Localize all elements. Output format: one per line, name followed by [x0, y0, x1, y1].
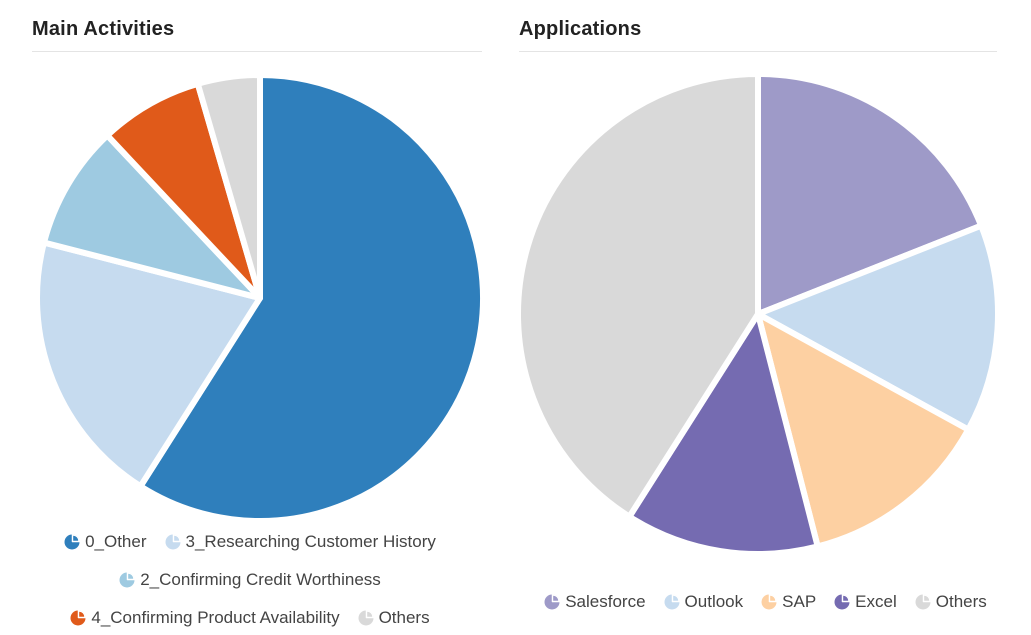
pie-chart-icon [664, 594, 680, 610]
legend-label: Others [935, 592, 987, 611]
legend-label: 2_Confirming Credit Worthiness [140, 570, 381, 589]
legend-item-excel[interactable]: Excel [834, 591, 897, 613]
title-divider [519, 51, 997, 52]
legend-label: 0_Other [85, 532, 147, 551]
pie-slice-others[interactable] [194, 72, 263, 301]
title-divider [32, 51, 482, 52]
main-activities-legend: 0_Other 3_Researching Customer History 2_C… [10, 531, 490, 629]
legend-item-sap[interactable]: SAP [761, 591, 816, 613]
legend-label: 3_Researching Customer History [185, 532, 436, 551]
legend-label: Excel [855, 592, 897, 611]
legend-item-salesforce[interactable]: Salesforce [544, 591, 646, 613]
legend-item-outlook[interactable]: Outlook [664, 591, 744, 613]
pie-slice-excel[interactable] [626, 311, 821, 557]
legend-label: Salesforce [565, 592, 646, 611]
pie-chart-icon [70, 610, 87, 626]
applications-pie [515, 71, 1001, 557]
legend-item-others[interactable]: Others [358, 607, 430, 629]
legend-item-3-researching-customer-history[interactable]: 3_Researching Customer History [165, 531, 436, 553]
pie-slice-2-confirming-credit-worthiness[interactable] [41, 132, 263, 301]
pie-slice-3-researching-customer-history[interactable] [34, 239, 263, 490]
pie-chart-icon [834, 594, 850, 610]
pie-chart-icon [119, 572, 135, 588]
legend-item-0-other[interactable]: 0_Other [64, 531, 147, 553]
legend-item-2-confirming-credit-worthiness[interactable]: 2_Confirming Credit Worthiness [119, 569, 381, 591]
pie-chart-icon [358, 610, 374, 626]
legend-item-4-confirming-product-availability[interactable]: 4_Confirming Product Availability [70, 607, 340, 629]
pie-slice-0-other[interactable] [137, 72, 486, 524]
main-activities-pie [34, 72, 486, 524]
applications-legend: Salesforce Outlook SAP Excel Others [510, 591, 1021, 613]
pie-slice-sap[interactable] [755, 311, 972, 550]
legend-label: Outlook [684, 592, 744, 611]
pie-chart-icon [761, 594, 777, 610]
pie-chart-icon [165, 534, 181, 550]
applications-title: Applications [519, 18, 642, 40]
legend-item-others[interactable]: Others [915, 591, 987, 613]
applications-panel: Applications Salesforce Outlook SAP Excel Ot… [500, 0, 1031, 635]
legend-label: SAP [782, 592, 817, 611]
legend-label: 4_Confirming Product Availability [91, 608, 340, 627]
pie-chart-icon [64, 534, 80, 550]
main-activities-panel: Main Activities 0_Other 3_Researching Cus… [0, 0, 500, 635]
pie-chart-icon [544, 594, 560, 610]
pie-slice-salesforce[interactable] [755, 71, 985, 317]
legend-label: Others [378, 608, 430, 627]
pie-chart-icon [915, 594, 931, 610]
main-activities-title: Main Activities [32, 18, 175, 40]
pie-slice-others[interactable] [515, 71, 761, 520]
pie-slice-outlook[interactable] [755, 222, 1001, 433]
